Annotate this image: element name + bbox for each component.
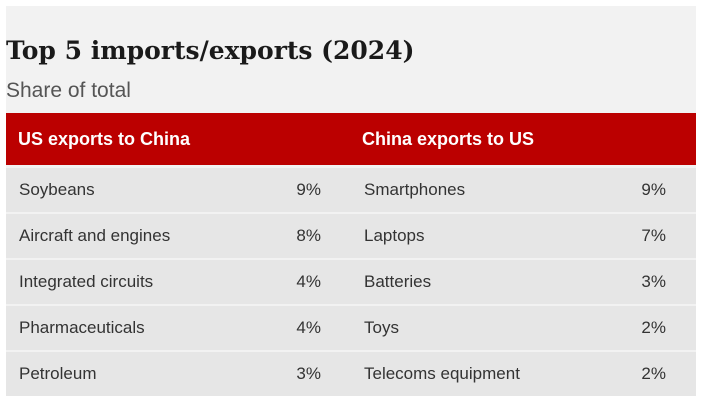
china-export-item: Telecoms equipment [364,364,520,383]
header-us-exports: US exports to China [18,129,191,149]
china-export-share: 2% [641,364,666,383]
table-row: Petroleum 3% Telecoms equipment 2% [6,352,696,396]
table-row: Soybeans 9% Smartphones 9% [6,168,696,212]
table-row: Integrated circuits 4% Batteries 3% [6,260,696,304]
china-export-share: 2% [641,318,666,337]
us-export-item: Petroleum [19,364,97,383]
table-row: Pharmaceuticals 4% Toys 2% [6,306,696,350]
us-export-item: Integrated circuits [19,272,154,291]
us-export-item: Aircraft and engines [19,226,171,245]
chart-subtitle: Share of total [6,79,131,102]
china-export-item: Laptops [364,226,425,245]
china-export-share: 3% [641,272,666,291]
us-export-item: Pharmaceuticals [19,318,145,337]
chart-card: Top 5 imports/exports (2024) Share of to… [6,6,696,396]
us-export-share: 8% [296,226,321,245]
header-china-exports: China exports to US [362,129,535,149]
us-export-share: 4% [296,318,321,337]
china-export-share: 7% [641,226,666,245]
table-row: Aircraft and engines 8% Laptops 7% [6,214,696,258]
us-export-item: Soybeans [19,180,95,199]
us-export-share: 9% [296,180,321,199]
china-export-item: Batteries [364,272,432,291]
table-header: US exports to China China exports to US [6,113,696,165]
china-export-share: 9% [641,180,666,199]
china-export-item: Toys [364,318,399,337]
us-export-share: 3% [296,364,321,383]
us-export-share: 4% [296,272,321,291]
china-export-item: Smartphones [364,180,466,199]
chart-title: Top 5 imports/exports (2024) [6,36,415,65]
